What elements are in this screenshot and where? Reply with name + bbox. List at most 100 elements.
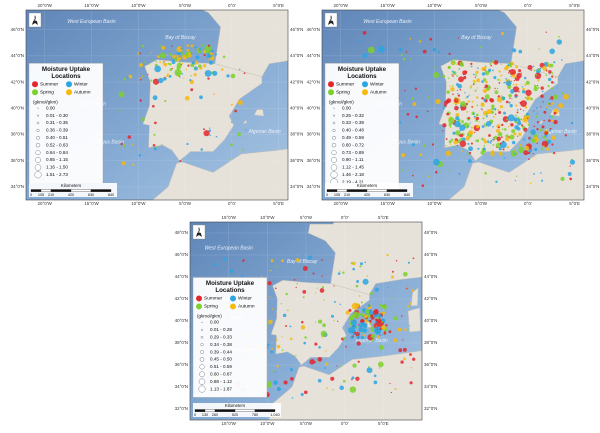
uptake-dot — [442, 74, 446, 78]
uptake-dot — [558, 102, 564, 109]
uptake-dot — [166, 54, 168, 56]
class-symbol — [332, 128, 336, 132]
uptake-dot — [519, 101, 522, 104]
uptake-dot — [339, 270, 341, 272]
uptake-dot — [372, 29, 374, 31]
uptake-dot — [355, 303, 360, 308]
uptake-dot — [526, 122, 528, 124]
lon-label: 5°0'W — [179, 201, 192, 206]
uptake-dot — [490, 139, 493, 143]
uptake-dot — [411, 97, 414, 100]
uptake-dot — [369, 322, 372, 325]
uptake-dot — [186, 44, 190, 47]
uptake-dot — [374, 313, 376, 316]
uptake-dot — [518, 69, 522, 73]
uptake-dot — [171, 67, 174, 70]
uptake-dot — [508, 93, 512, 98]
uptake-dot — [281, 335, 283, 338]
class-symbol — [331, 150, 337, 156]
uptake-dot — [536, 68, 541, 74]
uptake-dot — [369, 311, 373, 315]
uptake-dot — [402, 339, 404, 341]
uptake-dot — [189, 79, 192, 82]
class-symbol — [35, 150, 41, 156]
uptake-dot — [549, 63, 554, 68]
uptake-dot — [468, 151, 472, 155]
uptake-dot — [485, 121, 492, 127]
uptake-dot — [542, 101, 544, 103]
scale-title: Kilometers — [61, 183, 81, 188]
lat-label: 44°0'N — [307, 53, 320, 58]
uptake-dot — [387, 286, 389, 289]
uptake-dot — [551, 75, 554, 78]
uptake-dot — [470, 65, 473, 68]
scale-segment — [326, 189, 338, 192]
uptake-dot — [419, 153, 423, 157]
uptake-dot — [363, 323, 368, 329]
lon-label: 5°0'W — [300, 421, 313, 426]
uptake-dot — [409, 37, 412, 40]
uptake-dot — [342, 271, 345, 274]
season-swatch — [196, 303, 202, 310]
uptake-dot — [321, 259, 323, 261]
uptake-dot — [569, 159, 576, 165]
uptake-dot — [531, 138, 536, 144]
uptake-dot — [418, 40, 422, 43]
class-symbol — [199, 364, 205, 370]
uptake-dot — [567, 172, 572, 176]
uptake-dot — [364, 314, 368, 319]
uptake-dot — [376, 324, 378, 326]
uptake-dot — [361, 310, 363, 312]
uptake-dot — [283, 380, 288, 385]
scale-title: Kilometers — [225, 403, 245, 408]
uptake-dot — [366, 275, 369, 277]
lat-label: 36°0'N — [307, 158, 320, 163]
uptake-dot — [162, 61, 165, 64]
place-label: Algerian Basin — [543, 129, 576, 135]
uptake-dot — [508, 101, 511, 104]
uptake-dot — [474, 131, 476, 134]
uptake-dot — [404, 89, 406, 92]
lat-label: 34°0'N — [586, 184, 599, 189]
class-label: 0.01 - 0.30 — [46, 113, 68, 118]
class-symbol — [37, 107, 39, 109]
scale-tick: 210 — [344, 193, 350, 197]
uptake-dot — [203, 53, 206, 57]
uptake-dot — [274, 287, 277, 290]
uptake-dot — [381, 318, 384, 321]
uptake-dot — [516, 127, 521, 131]
uptake-dot — [374, 287, 379, 292]
lon-label: 10°0'W — [427, 201, 442, 206]
scale-tick: 630 — [88, 193, 94, 197]
lat-label: 40°0'N — [586, 105, 599, 110]
uptake-dot — [359, 39, 362, 42]
legend-title: Locations — [347, 73, 377, 80]
lon-label: 5°0'W — [475, 3, 488, 8]
uptake-dot — [503, 81, 506, 84]
uptake-dot — [289, 368, 294, 372]
north-label: N — [197, 229, 201, 235]
uptake-dot — [551, 143, 554, 146]
legend-title: Locations — [51, 73, 81, 80]
class-label: 0.52 - 0.63 — [46, 142, 68, 147]
uptake-dot — [412, 102, 417, 107]
uptake-dot — [527, 123, 530, 127]
uptake-dot — [324, 367, 326, 369]
uptake-dot — [542, 135, 546, 139]
uptake-dot — [193, 67, 195, 70]
uptake-dot — [181, 62, 184, 65]
class-symbol — [200, 350, 204, 354]
uptake-dot — [548, 98, 551, 101]
lat-label: 34°0'N — [11, 184, 24, 189]
uptake-dot — [164, 100, 167, 103]
class-label: 0.90 - 1.11 — [342, 157, 364, 162]
uptake-dot — [176, 46, 183, 53]
uptake-dot — [514, 114, 517, 117]
legend-title: Moisture Uptake — [338, 66, 387, 73]
uptake-dot — [488, 134, 491, 137]
lat-label: 40°0'N — [424, 318, 437, 323]
uptake-dot — [571, 122, 574, 125]
uptake-dot — [357, 360, 360, 363]
uptake-dot — [185, 68, 187, 71]
uptake-dot — [383, 331, 387, 334]
